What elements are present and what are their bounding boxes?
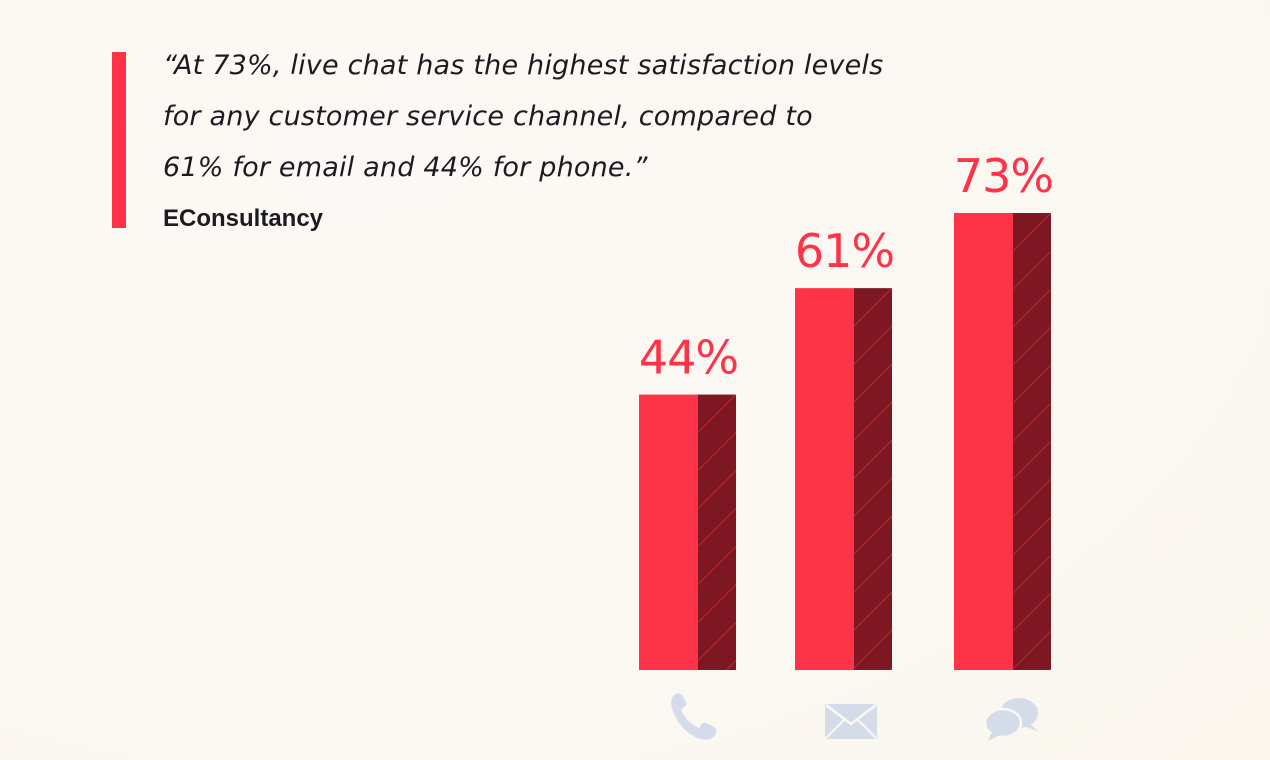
quote-line-3: 61% for email and 44% for phone.” — [163, 152, 648, 183]
phone-icon — [671, 693, 717, 740]
bar-hatch-email — [854, 288, 892, 670]
bars-layer — [639, 213, 1051, 671]
bar-front-phone — [639, 394, 698, 670]
bar-hatch-phone — [698, 394, 736, 670]
bar-value-label-chat: 73% — [954, 149, 1053, 203]
bar-side-email — [854, 288, 892, 670]
envelope-icon — [825, 704, 877, 739]
bar-value-label-phone: 44% — [639, 331, 738, 385]
bar-front-chat — [954, 213, 1013, 670]
bar-side-phone — [698, 394, 736, 670]
quote-text: “At 73%, live chat has the highest satis… — [163, 40, 983, 193]
quote-source: EConsultancy — [163, 205, 324, 232]
bar-phone — [639, 394, 736, 670]
bar-front-email — [795, 288, 854, 670]
bar-hatch-chat — [1013, 213, 1051, 671]
bar-side-chat — [1013, 213, 1051, 670]
chat-bubbles-icon — [983, 698, 1038, 741]
bar-chat — [954, 213, 1051, 671]
bar-email — [795, 288, 892, 670]
quote-line-2: for any customer service channel, compar… — [163, 101, 813, 132]
quote-accent-bar — [112, 52, 126, 228]
value-labels-layer: 44% 61% 73% — [639, 149, 1054, 385]
bar-value-label-email: 61% — [795, 224, 894, 278]
quote-line-1: “At 73%, live chat has the highest satis… — [163, 50, 884, 81]
